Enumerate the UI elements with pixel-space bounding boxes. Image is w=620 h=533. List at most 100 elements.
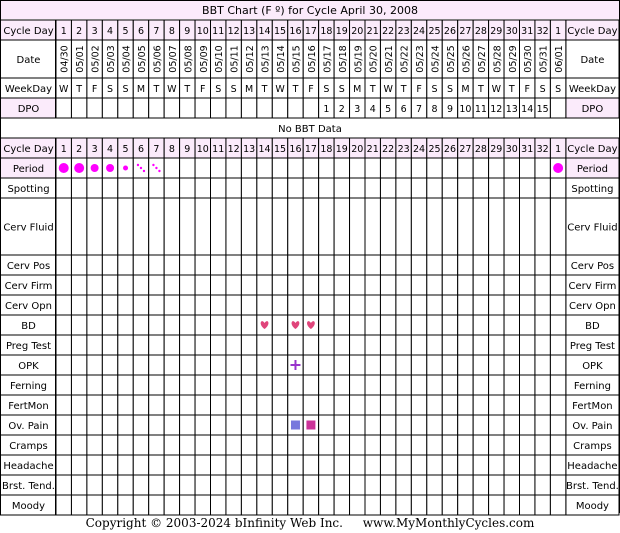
cycle-day-number: 17: [305, 26, 317, 37]
row-brst-tend-cell: [225, 474, 242, 496]
row-preg-test-cell: [271, 334, 289, 356]
row-cerv-fluid-cell: [364, 197, 381, 256]
row-ov-pain-cell: [318, 414, 335, 436]
dpo-cell: [179, 97, 196, 119]
row-cerv-fluid-cell: [70, 197, 88, 256]
row-cramps-cell: [194, 434, 212, 456]
chart-title: BBT Chart (F º) for Cycle April 30, 2008: [202, 4, 418, 17]
row-cramps-label-left: Cramps: [9, 441, 48, 452]
row-period-cell: [488, 157, 505, 179]
row-ferning-cell: [379, 374, 397, 396]
row-cerv-opn-cell: [302, 294, 320, 316]
row-headache-cell: [503, 454, 520, 476]
row-moody-cell: [163, 494, 181, 516]
row-brst-tend-cell: [302, 474, 320, 496]
row-spotting-cell: [534, 177, 551, 199]
row-period-cell: [364, 157, 381, 179]
row-cramps-cell: [519, 434, 536, 456]
row-cerv-fluid-cell: [457, 197, 474, 256]
row-brst-tend-cell: [549, 474, 567, 496]
row-cerv-opn-cell: [101, 294, 119, 316]
cycle-day-number: 30: [506, 26, 518, 37]
row-ferning-cell: [55, 374, 72, 396]
row-ov-pain-cell: [179, 414, 196, 436]
row-cramps-cell: [240, 434, 258, 456]
period-spotting-mark: [152, 163, 161, 173]
row-bd-cell: [240, 314, 258, 336]
row-bd-cell: [210, 314, 227, 336]
row-cerv-firm-cell: [503, 274, 520, 296]
period-spotting-mark: [136, 163, 146, 173]
weekday-letter: F: [200, 84, 205, 95]
row-ferning-cell: [302, 374, 320, 396]
cycle-day-header-label-right: Cycle Day: [567, 26, 617, 37]
row-opk-cell: [132, 354, 150, 376]
row-cerv-pos-cell: [349, 254, 366, 276]
row-headache-cell: [364, 454, 381, 476]
row-cerv-fluid-label-right: Cerv Fluid: [567, 223, 617, 234]
row-period-cell: [225, 157, 242, 179]
row-preg-test-label-right: Preg Test: [570, 341, 615, 352]
weekday-header-label-left: WeekDay: [5, 84, 52, 95]
row-cerv-opn-label-left: Cerv Opn: [5, 301, 52, 312]
cycle-day-number: 25: [428, 26, 440, 37]
row-headache-cell: [287, 454, 304, 476]
dpo-cell: [194, 97, 212, 119]
row-brst-tend-cell: [488, 474, 505, 496]
row-cerv-opn-cell: [86, 294, 103, 316]
weekday-letter: T: [369, 84, 376, 95]
row-cramps-cell: [395, 434, 412, 456]
row-moody-cell: [117, 494, 134, 516]
row-ov-pain-cell: [364, 414, 381, 436]
row-cerv-fluid-cell: [287, 197, 304, 256]
period-spot-dot: [152, 163, 155, 167]
row-moody-cell: [364, 494, 381, 516]
row-headache-cell: [225, 454, 242, 476]
row-headache-cell: [410, 454, 428, 476]
row-spotting-cell: [101, 177, 119, 199]
row-ferning-cell: [549, 374, 567, 396]
bd-heart-icon: [307, 321, 315, 329]
row-brst-tend-label-left: Brst. Tend.: [2, 481, 55, 492]
cycle-day-number: 24: [413, 26, 425, 37]
row-ov-pain-cell: [271, 414, 289, 436]
row-fertmon-cell: [271, 394, 289, 416]
cycle-day-number: 9: [184, 26, 190, 37]
date-header-label-right: Date: [580, 55, 604, 66]
row-cerv-firm-cell: [349, 274, 366, 296]
row-cerv-fluid-cell: [148, 197, 165, 256]
date-label: 05/19: [353, 45, 364, 72]
cycle-day-number: 26: [444, 144, 456, 155]
row-cerv-fluid-cell: [302, 197, 320, 256]
row-period-cell: [503, 157, 520, 179]
row-preg-test-cell: [256, 334, 273, 356]
row-spotting-cell: [519, 177, 536, 199]
row-headache-cell: [163, 454, 181, 476]
row-fertmon-cell: [395, 394, 412, 416]
row-spotting-cell: [333, 177, 351, 199]
site-link[interactable]: www.MyMonthlyCycles.com: [362, 516, 535, 530]
row-spotting-cell: [117, 177, 134, 199]
weekday-letter: T: [508, 84, 515, 95]
row-cerv-fluid-cell: [101, 197, 119, 256]
row-moody-label-left: Moody: [12, 501, 45, 512]
row-ferning-cell: [333, 374, 351, 396]
row-cerv-firm-cell: [519, 274, 536, 296]
date-header-label-left: Date: [17, 55, 41, 66]
cycle-day-number: 12: [228, 26, 240, 37]
row-cerv-fluid-cell: [426, 197, 443, 256]
cycle-day-number: 8: [169, 144, 175, 155]
row-preg-test-cell: [379, 334, 397, 356]
row-cerv-pos-cell: [55, 254, 72, 276]
date-label: 05/31: [539, 45, 550, 72]
row-cerv-fluid-cell: [441, 197, 459, 256]
row-opk-cell: [302, 354, 320, 376]
row-ferning-cell: [194, 374, 212, 396]
weekday-letter: T: [477, 84, 484, 95]
row-cerv-firm-label-left: Cerv Firm: [5, 281, 53, 292]
row-bd-cell: [86, 314, 103, 336]
row-cerv-firm-cell: [210, 274, 227, 296]
cycle-day-number: 5: [123, 26, 129, 37]
row-opk-cell: [256, 354, 273, 376]
cycle-day-number: 1: [61, 26, 67, 37]
